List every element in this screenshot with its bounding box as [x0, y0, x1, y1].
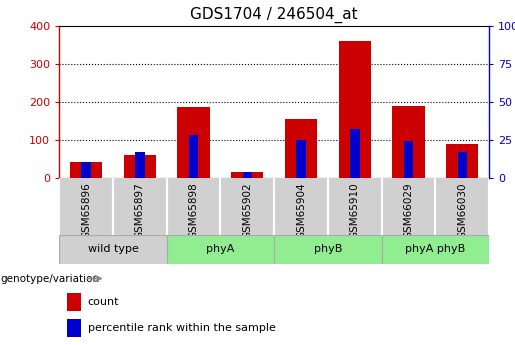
Text: phyB: phyB [314, 244, 342, 254]
Text: count: count [88, 297, 119, 307]
Text: genotype/variation: genotype/variation [0, 274, 99, 284]
Bar [135, 152, 145, 178]
Bar [350, 129, 359, 178]
Text: phyA: phyA [207, 244, 235, 254]
Bar [285, 119, 317, 178]
Bar [446, 144, 478, 178]
Bar [167, 235, 274, 264]
Text: GSM65910: GSM65910 [350, 182, 360, 239]
Bar [382, 235, 489, 264]
Text: GSM65896: GSM65896 [81, 182, 91, 239]
Text: GSM65898: GSM65898 [188, 182, 199, 239]
Title: GDS1704 / 246504_at: GDS1704 / 246504_at [191, 7, 358, 23]
Text: GSM65897: GSM65897 [135, 182, 145, 239]
Bar [404, 141, 414, 178]
Text: phyA phyB: phyA phyB [405, 244, 466, 254]
Bar [274, 235, 382, 264]
Text: GSM65902: GSM65902 [243, 182, 252, 239]
Text: GSM66030: GSM66030 [457, 182, 468, 239]
Bar [70, 162, 102, 178]
Bar [339, 41, 371, 178]
Text: GSM65904: GSM65904 [296, 182, 306, 239]
Bar [67, 319, 81, 337]
Bar [296, 140, 306, 178]
Text: wild type: wild type [88, 244, 139, 254]
Bar [231, 172, 264, 178]
Bar [67, 293, 81, 311]
Bar [81, 162, 91, 178]
Bar [59, 235, 167, 264]
Bar [243, 171, 252, 178]
Text: percentile rank within the sample: percentile rank within the sample [88, 323, 276, 333]
Bar [392, 106, 425, 178]
Bar [124, 155, 156, 178]
Bar [189, 135, 198, 178]
Bar [178, 108, 210, 178]
Bar [457, 152, 467, 178]
Text: GSM66029: GSM66029 [404, 182, 414, 239]
